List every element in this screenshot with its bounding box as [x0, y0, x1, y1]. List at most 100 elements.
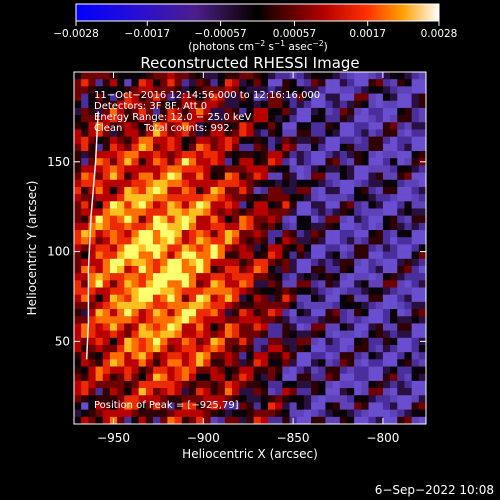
heatmap-cell — [397, 172, 405, 181]
heatmap-cell — [311, 186, 319, 195]
heatmap-cell — [346, 273, 355, 281]
heatmap-cell — [102, 179, 111, 188]
heatmap-cell — [167, 151, 175, 159]
heatmap-cell — [289, 373, 297, 382]
heatmap-cell — [303, 107, 312, 116]
y-tick-label: 50 — [55, 334, 70, 348]
heatmap-cell — [354, 258, 362, 267]
heatmap-cell — [153, 208, 161, 216]
heatmap-cell — [181, 201, 190, 209]
heatmap-cell — [102, 301, 111, 310]
heatmap-cell — [239, 352, 247, 360]
heatmap-cell — [354, 107, 362, 116]
heatmap-cell — [246, 337, 254, 346]
heatmap-cell — [203, 366, 211, 375]
heatmap-cell — [246, 309, 254, 317]
y-tick-label: 100 — [47, 245, 70, 259]
heatmap-cell — [375, 136, 384, 145]
heatmap-cell — [339, 230, 348, 238]
heatmap-cell — [253, 208, 262, 216]
heatmap-cell — [418, 251, 426, 260]
heatmap-cell — [160, 265, 168, 274]
heatmap-cell — [354, 129, 362, 137]
heatmap-cell — [239, 280, 247, 288]
heatmap-cell — [203, 273, 211, 281]
heatmap-cell — [318, 208, 326, 216]
heatmap-cell — [167, 115, 175, 123]
heatmap-cell — [282, 337, 290, 346]
heatmap-cell — [217, 129, 226, 137]
heatmap-cell — [267, 244, 276, 252]
heatmap-cell — [253, 179, 262, 188]
heatmap-cell — [203, 143, 211, 152]
heatmap-cell — [282, 107, 290, 116]
heatmap-cell — [260, 215, 269, 224]
heatmap-cell — [174, 215, 183, 224]
heatmap-cell — [375, 129, 384, 137]
heatmap-cell — [174, 301, 183, 310]
heatmap-cell — [346, 222, 355, 231]
colorbar — [75, 3, 440, 22]
heatmap-cell — [117, 93, 125, 102]
heatmap-cell — [346, 280, 355, 288]
heatmap-cell — [181, 251, 190, 260]
heatmap-cell — [375, 237, 384, 245]
heatmap-cell — [203, 294, 211, 303]
heatmap-cell — [382, 373, 391, 382]
heatmap-cell — [109, 179, 118, 188]
heatmap-cell — [167, 373, 175, 382]
heatmap-cell — [246, 316, 254, 324]
heatmap-cell — [260, 100, 269, 109]
heatmap-cell — [390, 151, 398, 159]
heatmap-cell — [188, 373, 197, 382]
heatmap-cell — [131, 323, 139, 331]
heatmap-cell — [138, 258, 147, 267]
heatmap-cell — [332, 122, 341, 130]
heatmap-cell — [311, 265, 319, 274]
heatmap-cell — [217, 151, 226, 159]
heatmap-cell — [174, 222, 183, 231]
heatmap-cell — [210, 258, 218, 267]
heatmap-cell — [303, 323, 312, 331]
heatmap-cell — [124, 93, 132, 102]
heatmap-cell — [361, 309, 369, 317]
heatmap-cell — [232, 323, 240, 331]
heatmap-cell — [361, 136, 369, 145]
heatmap-cell — [267, 129, 276, 137]
heatmap-cell — [95, 287, 104, 295]
heatmap-cell — [368, 366, 377, 375]
heatmap-cell — [210, 251, 218, 260]
heatmap-cell — [246, 115, 254, 123]
heatmap-cell — [239, 330, 247, 339]
heatmap-cell — [325, 158, 333, 166]
heatmap-cell — [339, 352, 348, 360]
heatmap-cell — [81, 323, 89, 331]
heatmap-cell — [332, 380, 341, 389]
heatmap-cell — [354, 373, 362, 382]
heatmap-cell — [167, 352, 175, 360]
heatmap-cell — [131, 344, 139, 353]
heatmap-cell — [267, 280, 276, 288]
heatmap-cell — [390, 309, 398, 317]
heatmap-cell — [397, 215, 405, 224]
heatmap-cell — [174, 287, 183, 295]
heatmap-cell — [418, 280, 426, 288]
heatmap-cell — [109, 143, 118, 152]
heatmap-cell — [253, 337, 262, 346]
heatmap-cell — [117, 352, 125, 360]
heatmap-cell — [217, 287, 226, 295]
heatmap-cell — [296, 402, 305, 410]
heatmap-cell — [411, 337, 420, 346]
heatmap-cell — [232, 395, 240, 403]
heatmap-cell — [131, 402, 139, 410]
heatmap-cell — [267, 337, 276, 346]
heatmap-cell — [253, 323, 262, 331]
heatmap-cell — [390, 258, 398, 267]
heatmap-cell — [282, 115, 290, 123]
heatmap-cell — [296, 316, 305, 324]
heatmap-cell — [232, 100, 240, 109]
heatmap-cell — [346, 409, 355, 418]
heatmap-cell — [404, 158, 412, 166]
heatmap-cell — [102, 287, 111, 295]
heatmap-cell — [196, 151, 204, 159]
